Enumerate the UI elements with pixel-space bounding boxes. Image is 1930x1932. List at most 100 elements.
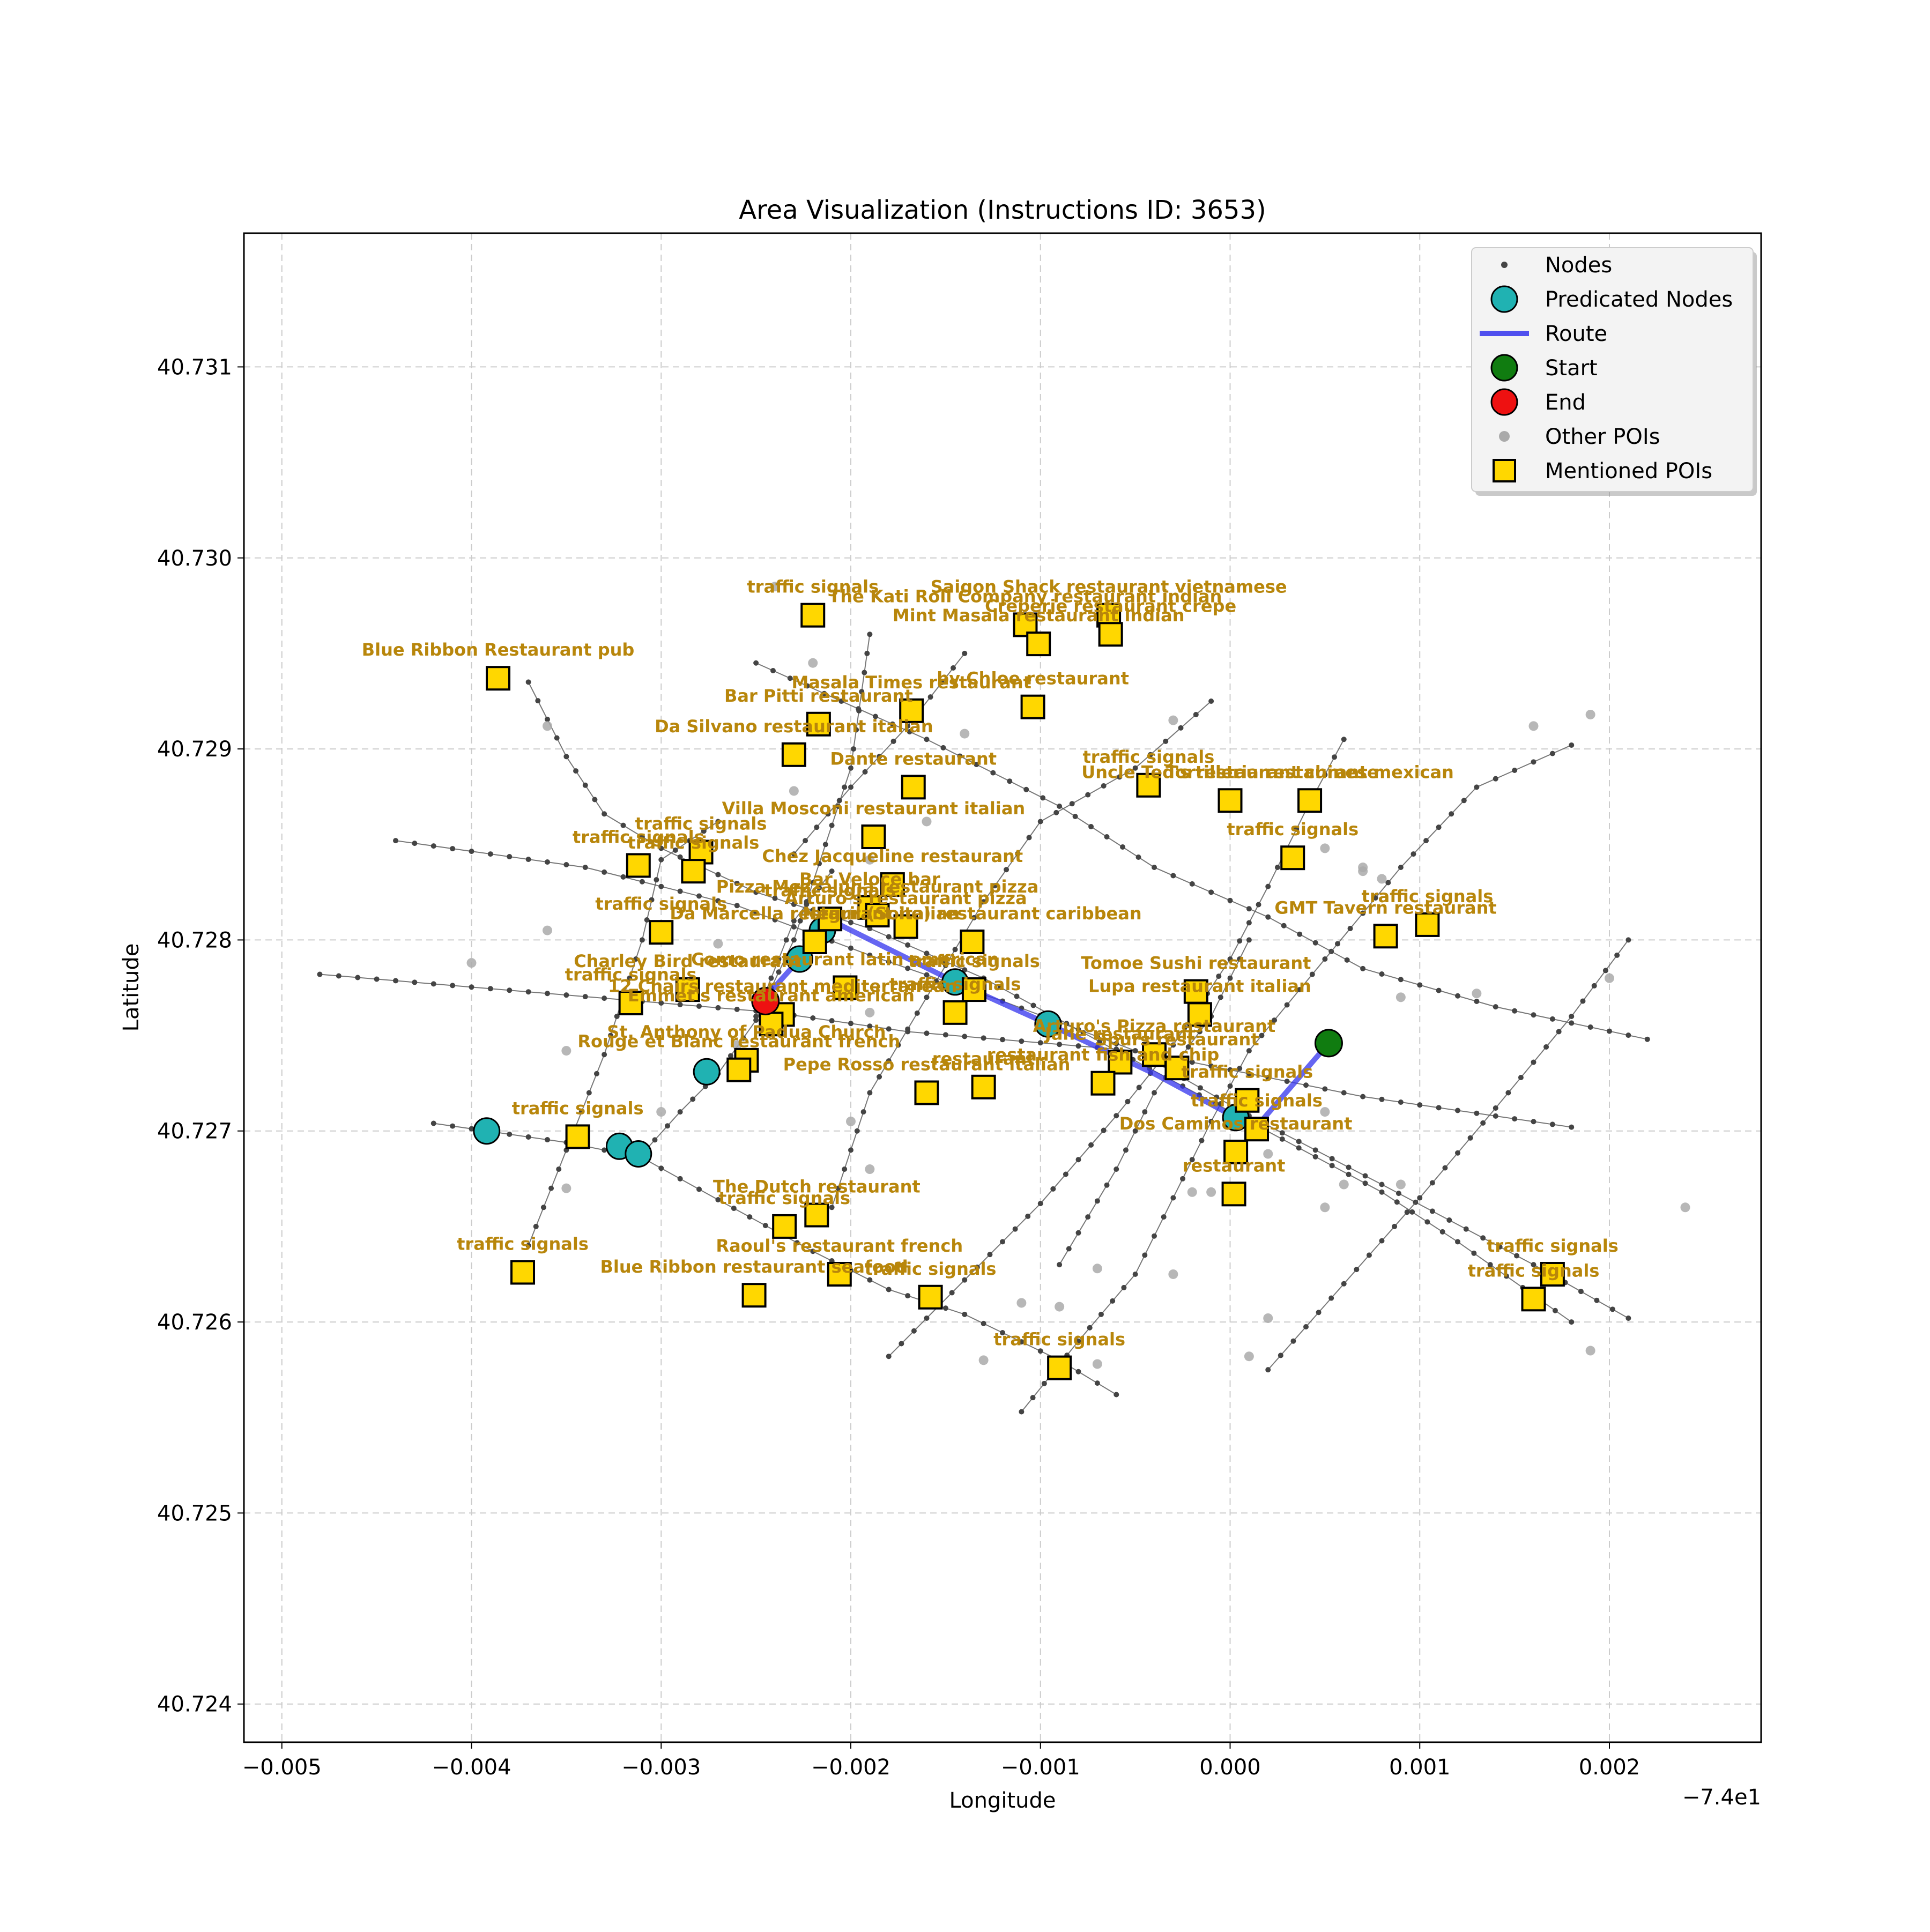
other-poi-marker	[1680, 1202, 1690, 1213]
street-node	[1279, 1130, 1285, 1136]
street-node	[1227, 956, 1233, 962]
street-node	[804, 683, 810, 689]
mentioned-poi-label: Saigon Shack restaurant vietnamese	[931, 577, 1287, 597]
street-node	[924, 994, 930, 1000]
street-node	[1094, 1034, 1100, 1039]
street-node	[1085, 1214, 1091, 1220]
street-node	[1372, 895, 1378, 901]
street-node	[1030, 1395, 1036, 1401]
street-node	[974, 1264, 980, 1270]
street-node	[487, 851, 493, 857]
street-node	[1436, 987, 1442, 993]
street-node	[1208, 889, 1214, 895]
street-node	[1098, 1311, 1104, 1317]
end-marker	[751, 986, 780, 1015]
mentioned-poi-label: traffic signals	[1468, 1260, 1600, 1281]
street-node	[1467, 1135, 1473, 1141]
street-node	[658, 857, 664, 863]
mentioned-poi-marker	[893, 914, 918, 939]
street-node	[317, 971, 323, 977]
street-node	[677, 1176, 683, 1182]
street-node	[1455, 993, 1460, 999]
street-node	[962, 1277, 968, 1283]
street-node	[848, 919, 853, 925]
street-node	[791, 918, 797, 924]
legend-route-label: Route	[1545, 322, 1607, 346]
street-node	[1609, 1306, 1615, 1312]
mentioned-poi-marker	[1221, 1182, 1246, 1207]
legend-mentioned-poi-marker	[1493, 459, 1516, 482]
street-node	[835, 803, 841, 809]
mentioned-poi-label: Jane restaurant	[1044, 1023, 1196, 1044]
street-node	[942, 962, 948, 968]
street-node	[1218, 994, 1223, 1000]
street-node	[1344, 957, 1350, 963]
street-node	[1493, 776, 1498, 782]
street-node	[1114, 1113, 1119, 1119]
street-node	[1362, 1180, 1368, 1186]
street-node	[810, 880, 816, 886]
street-node	[1404, 1209, 1410, 1215]
street-node	[867, 631, 873, 637]
street-node	[728, 1053, 733, 1059]
street-node	[1265, 1367, 1271, 1373]
street-node	[525, 1134, 531, 1140]
street-node	[602, 1052, 607, 1058]
street-node	[957, 753, 963, 759]
endpoint-layer	[751, 986, 1343, 1058]
street-node	[1037, 1040, 1043, 1046]
mentioned-poi-label: GMT Tavern restaurant	[1274, 897, 1496, 918]
street-node	[715, 1197, 721, 1203]
street-node	[1132, 1128, 1138, 1134]
street-node	[747, 1214, 753, 1220]
street-node	[1614, 952, 1620, 958]
street-node	[753, 660, 759, 666]
street-node	[1379, 1238, 1385, 1244]
street-node	[907, 729, 912, 735]
street-node	[791, 901, 797, 907]
street-node	[854, 1128, 860, 1134]
other-poi-marker	[1320, 1202, 1330, 1213]
mentioned-poi-label: Dos Caminos restaurant	[1119, 1113, 1353, 1134]
street-node	[507, 854, 513, 860]
mentioned-poi-label: Raoul's restaurant french	[716, 1236, 963, 1256]
street-node	[573, 768, 579, 774]
street-node	[924, 737, 930, 742]
street-node	[696, 1186, 702, 1192]
street-node	[545, 991, 550, 997]
mentioned-poi-label: traffic signals	[908, 951, 1040, 971]
street-node	[1037, 819, 1043, 824]
mentioned-poi-marker	[914, 1080, 939, 1105]
street-node	[554, 735, 560, 741]
mentioned-poi-marker	[1297, 788, 1323, 813]
street-node	[1053, 809, 1059, 815]
street-node	[1152, 1090, 1157, 1096]
mentioned-poi-label: traffic signals	[865, 1259, 997, 1279]
mentioned-poi-marker	[861, 824, 886, 849]
street-node	[1644, 1036, 1650, 1042]
mentioned-poi-label: traffic signals	[457, 1233, 589, 1254]
street-node	[1296, 1139, 1302, 1145]
street-node	[614, 1013, 620, 1019]
x-tick-label: −0.005	[242, 1755, 322, 1780]
street-node	[1085, 792, 1091, 798]
mentioned-poi-marker	[1020, 694, 1045, 719]
street-node	[1297, 931, 1303, 937]
other-poi-marker	[561, 1046, 571, 1056]
street-node	[734, 903, 740, 909]
street-node	[851, 746, 857, 752]
street-node	[1227, 1083, 1233, 1089]
street-node	[962, 650, 968, 656]
street-node	[886, 1058, 892, 1064]
street-node	[1069, 801, 1075, 807]
street-node	[825, 811, 831, 817]
mentioned-poi-marker	[827, 1261, 852, 1287]
street-node	[1341, 1090, 1347, 1096]
street-node	[1000, 1239, 1005, 1245]
street-node	[1030, 1002, 1036, 1008]
mentioned-poi-label: Blue Ribbon restaurant seafood	[600, 1257, 908, 1277]
street-node	[1474, 998, 1480, 1004]
street-node	[1341, 737, 1347, 742]
y-axis-label: Latitude	[119, 943, 144, 1032]
